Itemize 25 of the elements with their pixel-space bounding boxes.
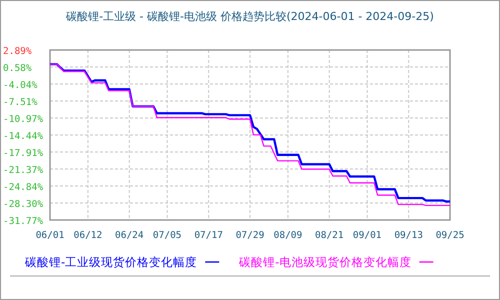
x-tick-label: 08/09 xyxy=(274,230,303,241)
y-tick-label: -4.04% xyxy=(3,80,38,91)
x-tick-label: 09/25 xyxy=(436,230,464,241)
x-tick-label: 07/17 xyxy=(194,230,223,241)
x-tick-label: 06/01 xyxy=(36,230,65,241)
y-tick-label: -31.77% xyxy=(3,216,44,227)
y-tick-label: -7.51% xyxy=(3,97,38,108)
chart-title: 碳酸锂-工业级 - 碳酸锂-电池级 价格趋势比较(2024-06-01 - 2024-09-25) xyxy=(65,10,434,23)
legend-label: 碳酸锂-电池级现货价格变化幅度 xyxy=(238,255,412,269)
y-tick-label: -10.97% xyxy=(3,114,44,125)
y-tick-label: -21.37% xyxy=(3,164,44,176)
y-tick-label: 2.89% xyxy=(3,46,32,57)
x-tick-label: 06/24 xyxy=(115,230,144,241)
x-tick-label: 06/12 xyxy=(74,230,102,241)
x-tick-label: 07/29 xyxy=(236,230,265,241)
x-tick-label: 08/21 xyxy=(315,230,344,241)
legend-label: 碳酸锂-工业级现货价格变化幅度 xyxy=(24,255,198,269)
y-tick-label: -28.30% xyxy=(3,198,44,210)
x-tick-label: 09/13 xyxy=(394,230,423,241)
y-tick-label: -17.91% xyxy=(3,148,44,160)
y-tick-label: 0.58% xyxy=(3,63,32,74)
y-tick-label: -24.84% xyxy=(3,182,44,194)
x-tick-label: 07/05 xyxy=(152,230,182,241)
y-tick-label: -14.44% xyxy=(3,131,44,142)
x-tick-label: 09/01 xyxy=(352,230,382,241)
